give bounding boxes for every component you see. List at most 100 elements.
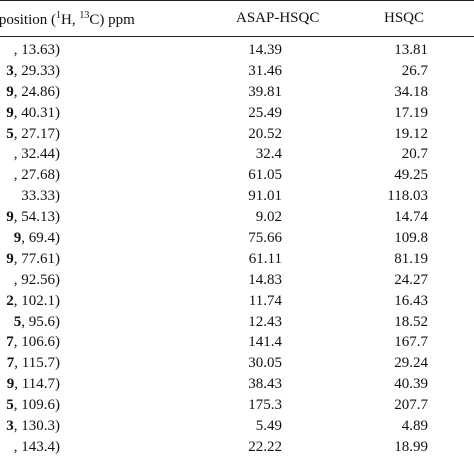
- cell-position-value: , 69.4): [21, 230, 60, 247]
- cell-hsqc: 26.7: [401, 62, 428, 79]
- cell-position-value: , 114.7): [14, 376, 60, 393]
- cell-asap-hsqc: 91.01: [248, 188, 282, 205]
- cell-asap-hsqc: 141.4: [248, 334, 282, 351]
- cell-hsqc: 34.18: [394, 83, 428, 100]
- cell-asap-hsqc: 11.74: [248, 292, 282, 309]
- cell-position-value: , 24.86): [13, 83, 60, 100]
- table-row: 5, 27.17) 20.52 19.12: [0, 124, 474, 145]
- cell-asap-hsqc: 14.39: [248, 42, 282, 58]
- cell-position-value: , 130.3): [13, 418, 60, 435]
- cell-position-lead: 9: [6, 209, 14, 226]
- cell-position-value: 33.33): [21, 188, 60, 205]
- table-body: , 13.63) 14.39 13.81 3, 29.33) 31.46 26.7 9, 2…: [0, 40, 474, 458]
- header-h-label: H,: [61, 12, 80, 28]
- table-row: 2, 102.1) 11.74 16.43: [0, 291, 474, 312]
- cell-position: 5, 109.6): [6, 397, 60, 414]
- cell-asap-hsqc: 5.49: [255, 418, 282, 435]
- cell-position-value: , 54.13): [13, 209, 60, 226]
- cell-asap-hsqc: 61.05: [248, 167, 282, 184]
- cell-position: , 27.68): [14, 167, 60, 184]
- table-row: , 27.68) 61.05 49.25: [0, 165, 474, 186]
- cell-position-value: , 77.61): [13, 250, 60, 267]
- cell-position-value: , 92.56): [13, 271, 60, 288]
- header-asap-hsqc: ASAP-HSQC: [236, 10, 320, 26]
- cell-position-value: , 106.6): [13, 334, 60, 351]
- cell-position: 9, 54.13): [6, 209, 60, 226]
- cell-hsqc: 207.7: [394, 397, 428, 414]
- cell-position-value: , 109.6): [13, 397, 60, 414]
- table-header-row: t position (1H, 13C) ppm ASAP-HSQC HSQC: [0, 10, 474, 32]
- cell-position-lead: 7: [6, 355, 15, 372]
- cell-position: 5, 95.6): [14, 314, 60, 331]
- table-row: , 143.4) 22.22 18.99: [0, 437, 474, 458]
- cell-position: 9, 24.86): [6, 84, 60, 101]
- cell-position-lead: 5: [6, 125, 14, 142]
- header-position-prefix: t position (: [0, 12, 57, 28]
- cell-position: 3, 29.33): [6, 63, 60, 80]
- cell-hsqc: 14.74: [394, 209, 428, 226]
- cell-position: , 13.63): [14, 42, 60, 59]
- cell-hsqc: 18.52: [394, 313, 428, 330]
- cell-position: , 92.56): [14, 272, 60, 289]
- cell-hsqc: 167.7: [394, 334, 428, 351]
- cell-hsqc: 20.7: [401, 146, 428, 163]
- cell-asap-hsqc: 75.66: [248, 230, 282, 247]
- table-top-rule: [0, 0, 474, 1]
- table-row: 9, 114.7) 38.43 40.39: [0, 374, 474, 395]
- cell-position-value: , 115.7): [14, 355, 60, 372]
- cell-hsqc: 118.03: [387, 188, 428, 205]
- table-row: 5, 95.6) 12.43 18.52: [0, 312, 474, 333]
- table-row: 9, 77.61) 61.11 81.19: [0, 249, 474, 270]
- cell-asap-hsqc: 25.49: [248, 104, 282, 121]
- table-row: 7, 106.6) 141.4 167.7: [0, 332, 474, 353]
- cell-position: 9, 69.4): [14, 230, 60, 247]
- cell-position-value: , 29.33): [13, 62, 60, 79]
- cell-position-lead: 9: [6, 104, 14, 121]
- header-sup-c: 13: [79, 10, 90, 21]
- table-row: 7, 115.7) 30.05 29.24: [0, 353, 474, 374]
- table-row: 9, 40.31) 25.49 17.19: [0, 103, 474, 124]
- cell-position: , 32.44): [14, 146, 60, 163]
- cell-hsqc: 4.89: [401, 418, 428, 435]
- header-position: t position (1H, 13C) ppm: [0, 10, 135, 29]
- header-sup-h: 1: [56, 10, 62, 21]
- cell-asap-hsqc: 61.11: [248, 250, 282, 267]
- cell-position-lead: 9: [6, 376, 15, 393]
- cell-position-value: , 27.17): [13, 125, 60, 142]
- cell-position-lead: 9: [6, 83, 14, 100]
- cell-hsqc: 13.81: [394, 42, 428, 58]
- cell-position: 5, 27.17): [6, 126, 60, 143]
- cell-position: 9, 114.7): [7, 376, 60, 393]
- cell-position: 3, 130.3): [6, 418, 60, 435]
- cell-position-value: , 13.63): [13, 42, 60, 58]
- cell-asap-hsqc: 38.43: [248, 376, 282, 393]
- cell-asap-hsqc: 39.81: [248, 83, 282, 100]
- cell-asap-hsqc: 9.02: [255, 209, 282, 226]
- header-hsqc: HSQC: [384, 10, 425, 26]
- cell-hsqc: 16.43: [394, 292, 428, 309]
- cell-position-value: , 95.6): [21, 313, 60, 330]
- cell-asap-hsqc: 30.05: [248, 355, 282, 372]
- cell-hsqc: 29.24: [394, 355, 428, 372]
- cell-asap-hsqc: 20.52: [248, 125, 282, 142]
- cell-asap-hsqc: 31.46: [248, 62, 282, 79]
- cell-position-value: , 143.4): [13, 438, 60, 455]
- cell-position: 9, 77.61): [6, 251, 60, 268]
- cell-position-lead: 9: [6, 250, 14, 267]
- header-bottom-rule: [0, 36, 474, 37]
- cell-position-lead: 3: [6, 62, 14, 79]
- cell-position: 33.33): [21, 188, 60, 205]
- table-row: 9, 69.4) 75.66 109.8: [0, 228, 474, 249]
- cell-position: 7, 115.7): [7, 355, 60, 372]
- table-row: , 13.63) 14.39 13.81: [0, 40, 474, 61]
- cell-asap-hsqc: 12.43: [248, 313, 282, 330]
- table-row: 5, 109.6) 175.3 207.7: [0, 395, 474, 416]
- cell-hsqc: 109.8: [394, 230, 428, 247]
- table-row: 9, 54.13) 9.02 14.74: [0, 207, 474, 228]
- cell-asap-hsqc: 22.22: [248, 438, 282, 455]
- cell-position-value: , 32.44): [13, 146, 60, 163]
- table-row: , 32.44) 32.4 20.7: [0, 144, 474, 165]
- cell-position: , 143.4): [14, 439, 60, 456]
- cell-hsqc: 81.19: [394, 250, 428, 267]
